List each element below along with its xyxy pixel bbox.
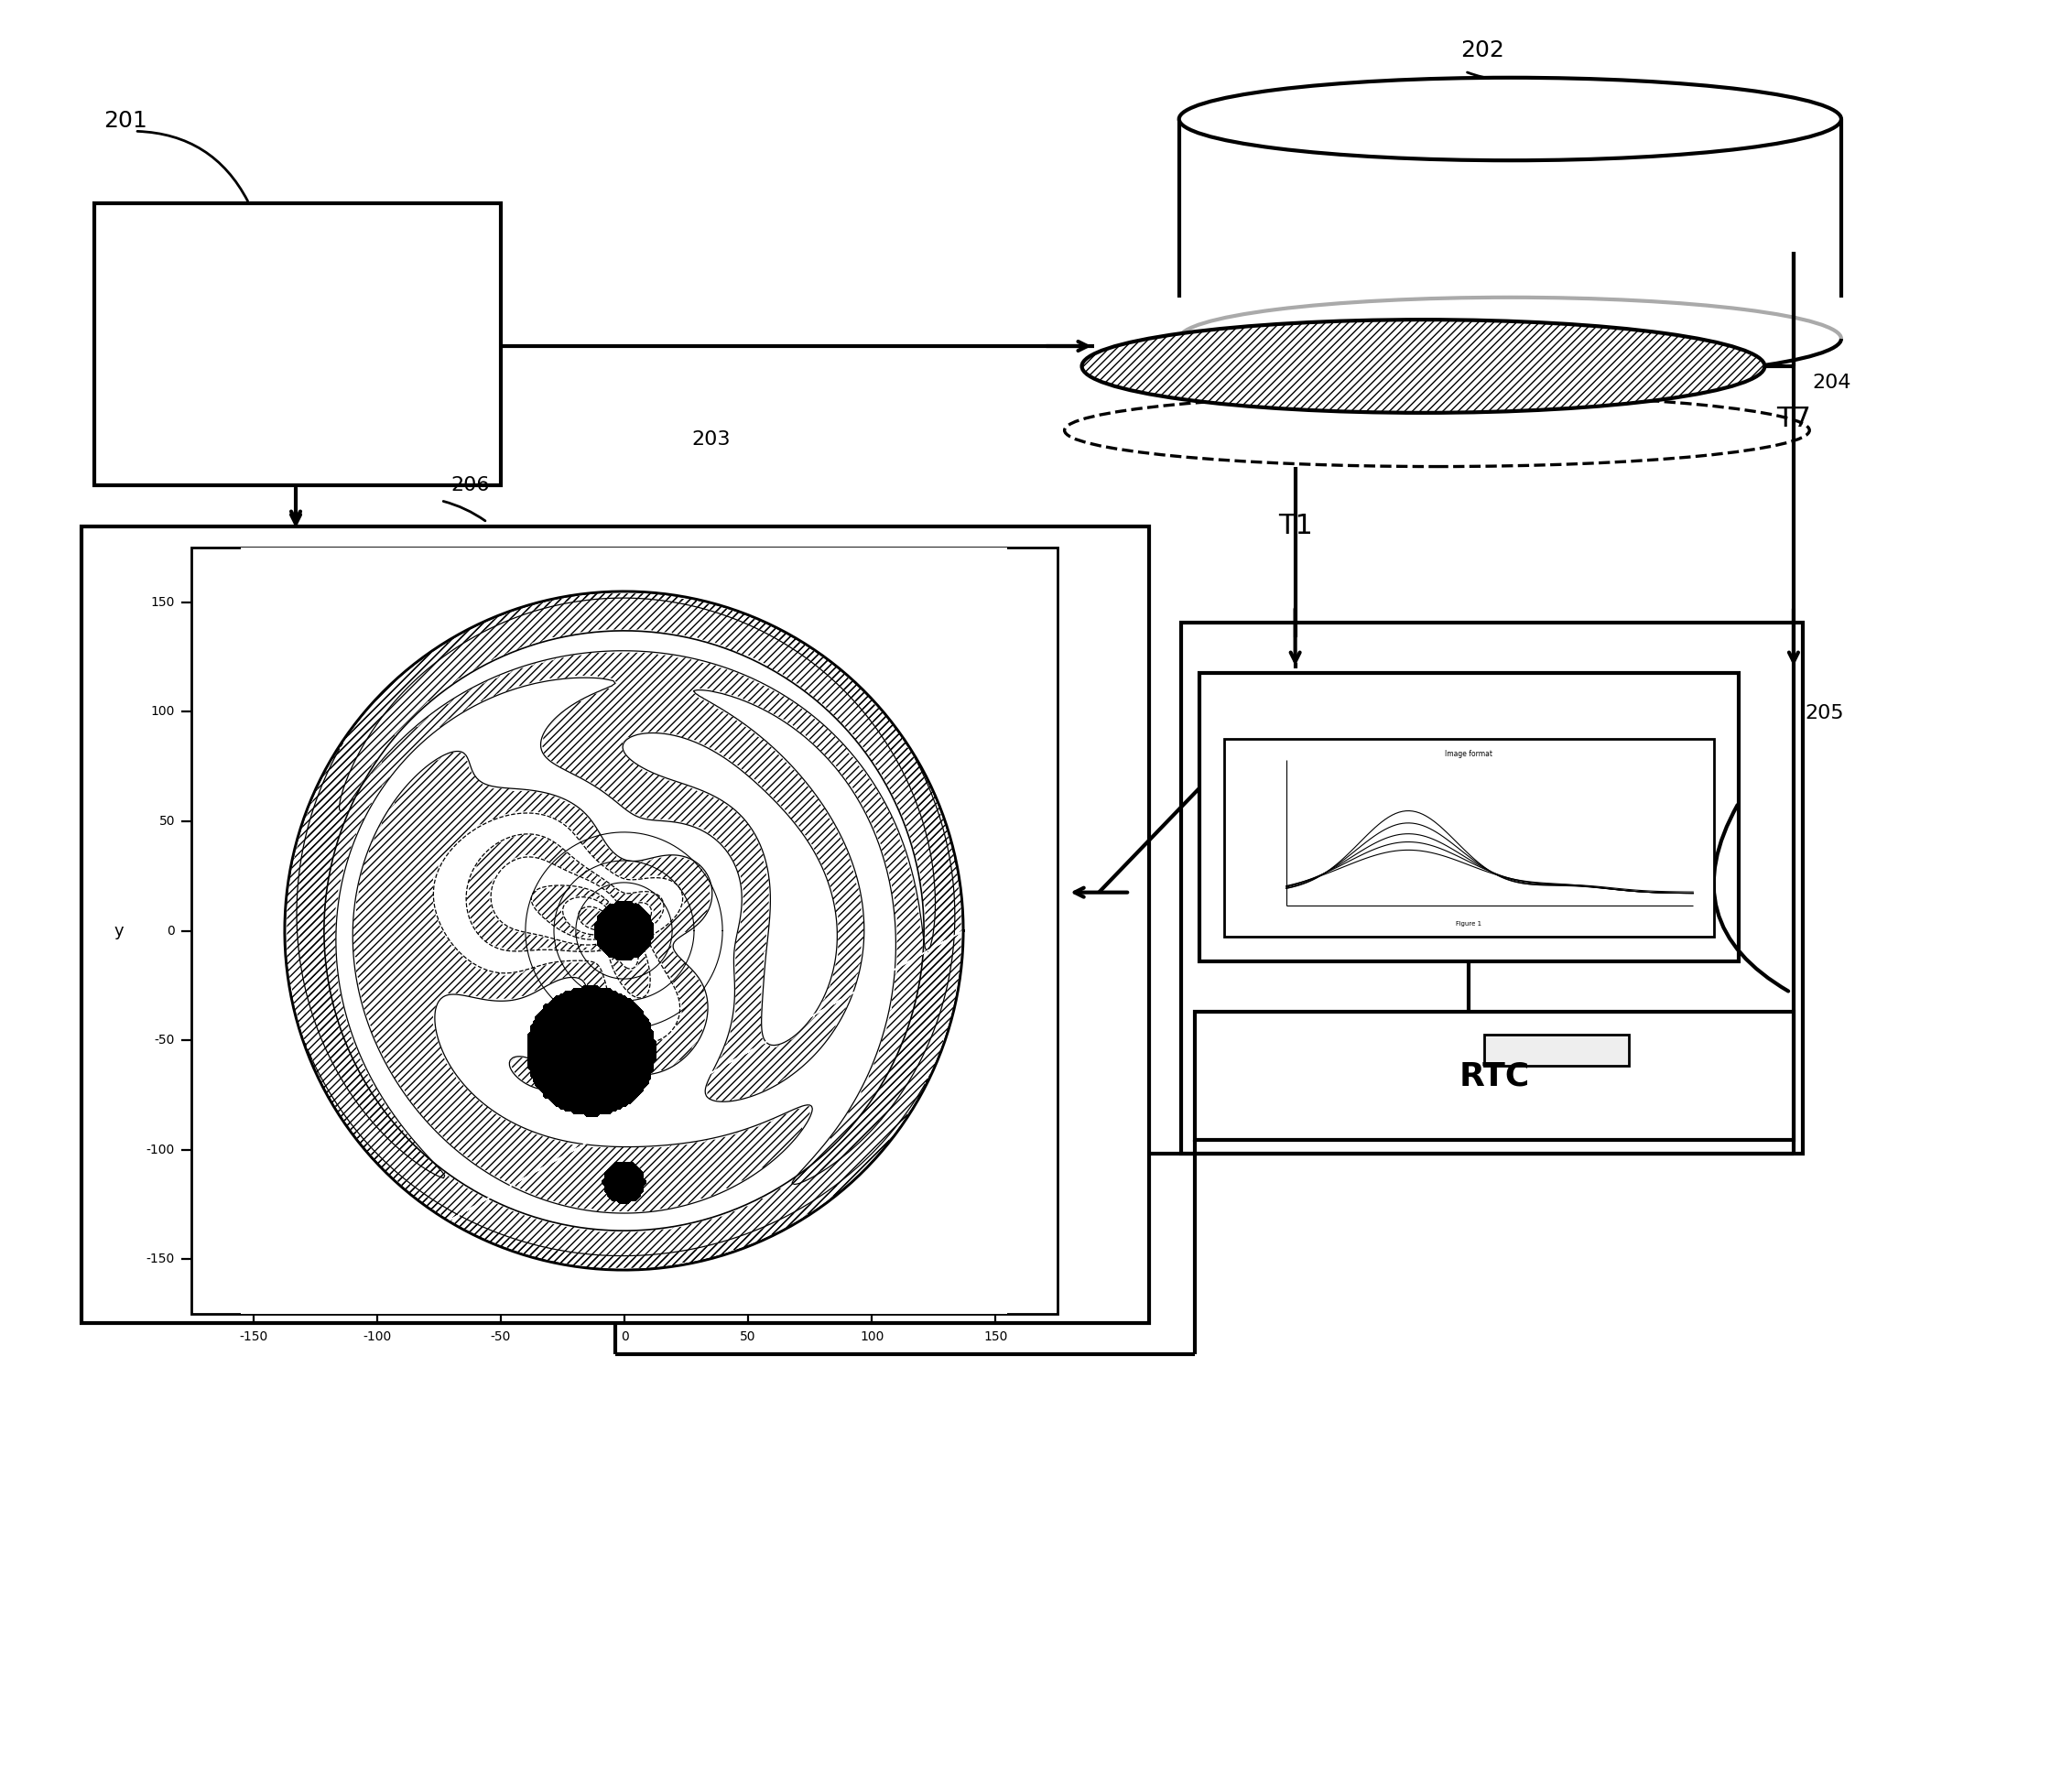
Text: 150: 150: [984, 1330, 1007, 1342]
Text: 150: 150: [151, 596, 174, 609]
Text: -100: -100: [147, 1144, 174, 1156]
Text: 50: 50: [160, 814, 174, 827]
Bar: [1225, 739, 1714, 936]
Text: 100: 100: [151, 705, 174, 718]
FancyArrowPatch shape: [1467, 72, 1529, 81]
Text: 50: 50: [740, 1330, 756, 1342]
Text: Image format: Image format: [1444, 750, 1492, 757]
Ellipse shape: [1082, 320, 1765, 413]
Polygon shape: [186, 492, 1061, 1369]
Text: 206: 206: [452, 476, 491, 494]
Text: 0: 0: [620, 1330, 628, 1342]
FancyArrowPatch shape: [443, 501, 485, 521]
Bar: [95, 204, 501, 485]
Text: 100: 100: [860, 1330, 885, 1342]
FancyArrowPatch shape: [1714, 806, 1788, 992]
Ellipse shape: [1065, 394, 1809, 467]
Text: -50: -50: [491, 1330, 512, 1342]
Text: y: y: [114, 922, 124, 940]
Text: 205: 205: [1805, 703, 1844, 723]
Bar: [1200, 673, 1738, 961]
Bar: [81, 526, 1150, 1323]
Text: -150: -150: [147, 1253, 174, 1266]
Text: T1: T1: [1278, 514, 1312, 539]
Text: RTC: RTC: [1459, 1060, 1529, 1092]
Text: -50: -50: [155, 1035, 174, 1047]
Ellipse shape: [1179, 77, 1842, 161]
Text: 201: 201: [104, 109, 147, 132]
Bar: [1196, 1011, 1794, 1140]
Text: 204: 204: [1811, 374, 1850, 392]
FancyArrowPatch shape: [137, 131, 249, 200]
Text: 203: 203: [692, 430, 731, 449]
Bar: [191, 548, 1057, 1314]
Bar: [1181, 623, 1803, 1155]
Text: 202: 202: [1461, 39, 1504, 61]
Bar: [1484, 1035, 1629, 1065]
Text: -150: -150: [238, 1330, 267, 1342]
Text: 0: 0: [168, 924, 174, 938]
Text: Figure 1: Figure 1: [1457, 920, 1481, 925]
Text: T7: T7: [1776, 405, 1811, 431]
Text: -100: -100: [363, 1330, 392, 1342]
